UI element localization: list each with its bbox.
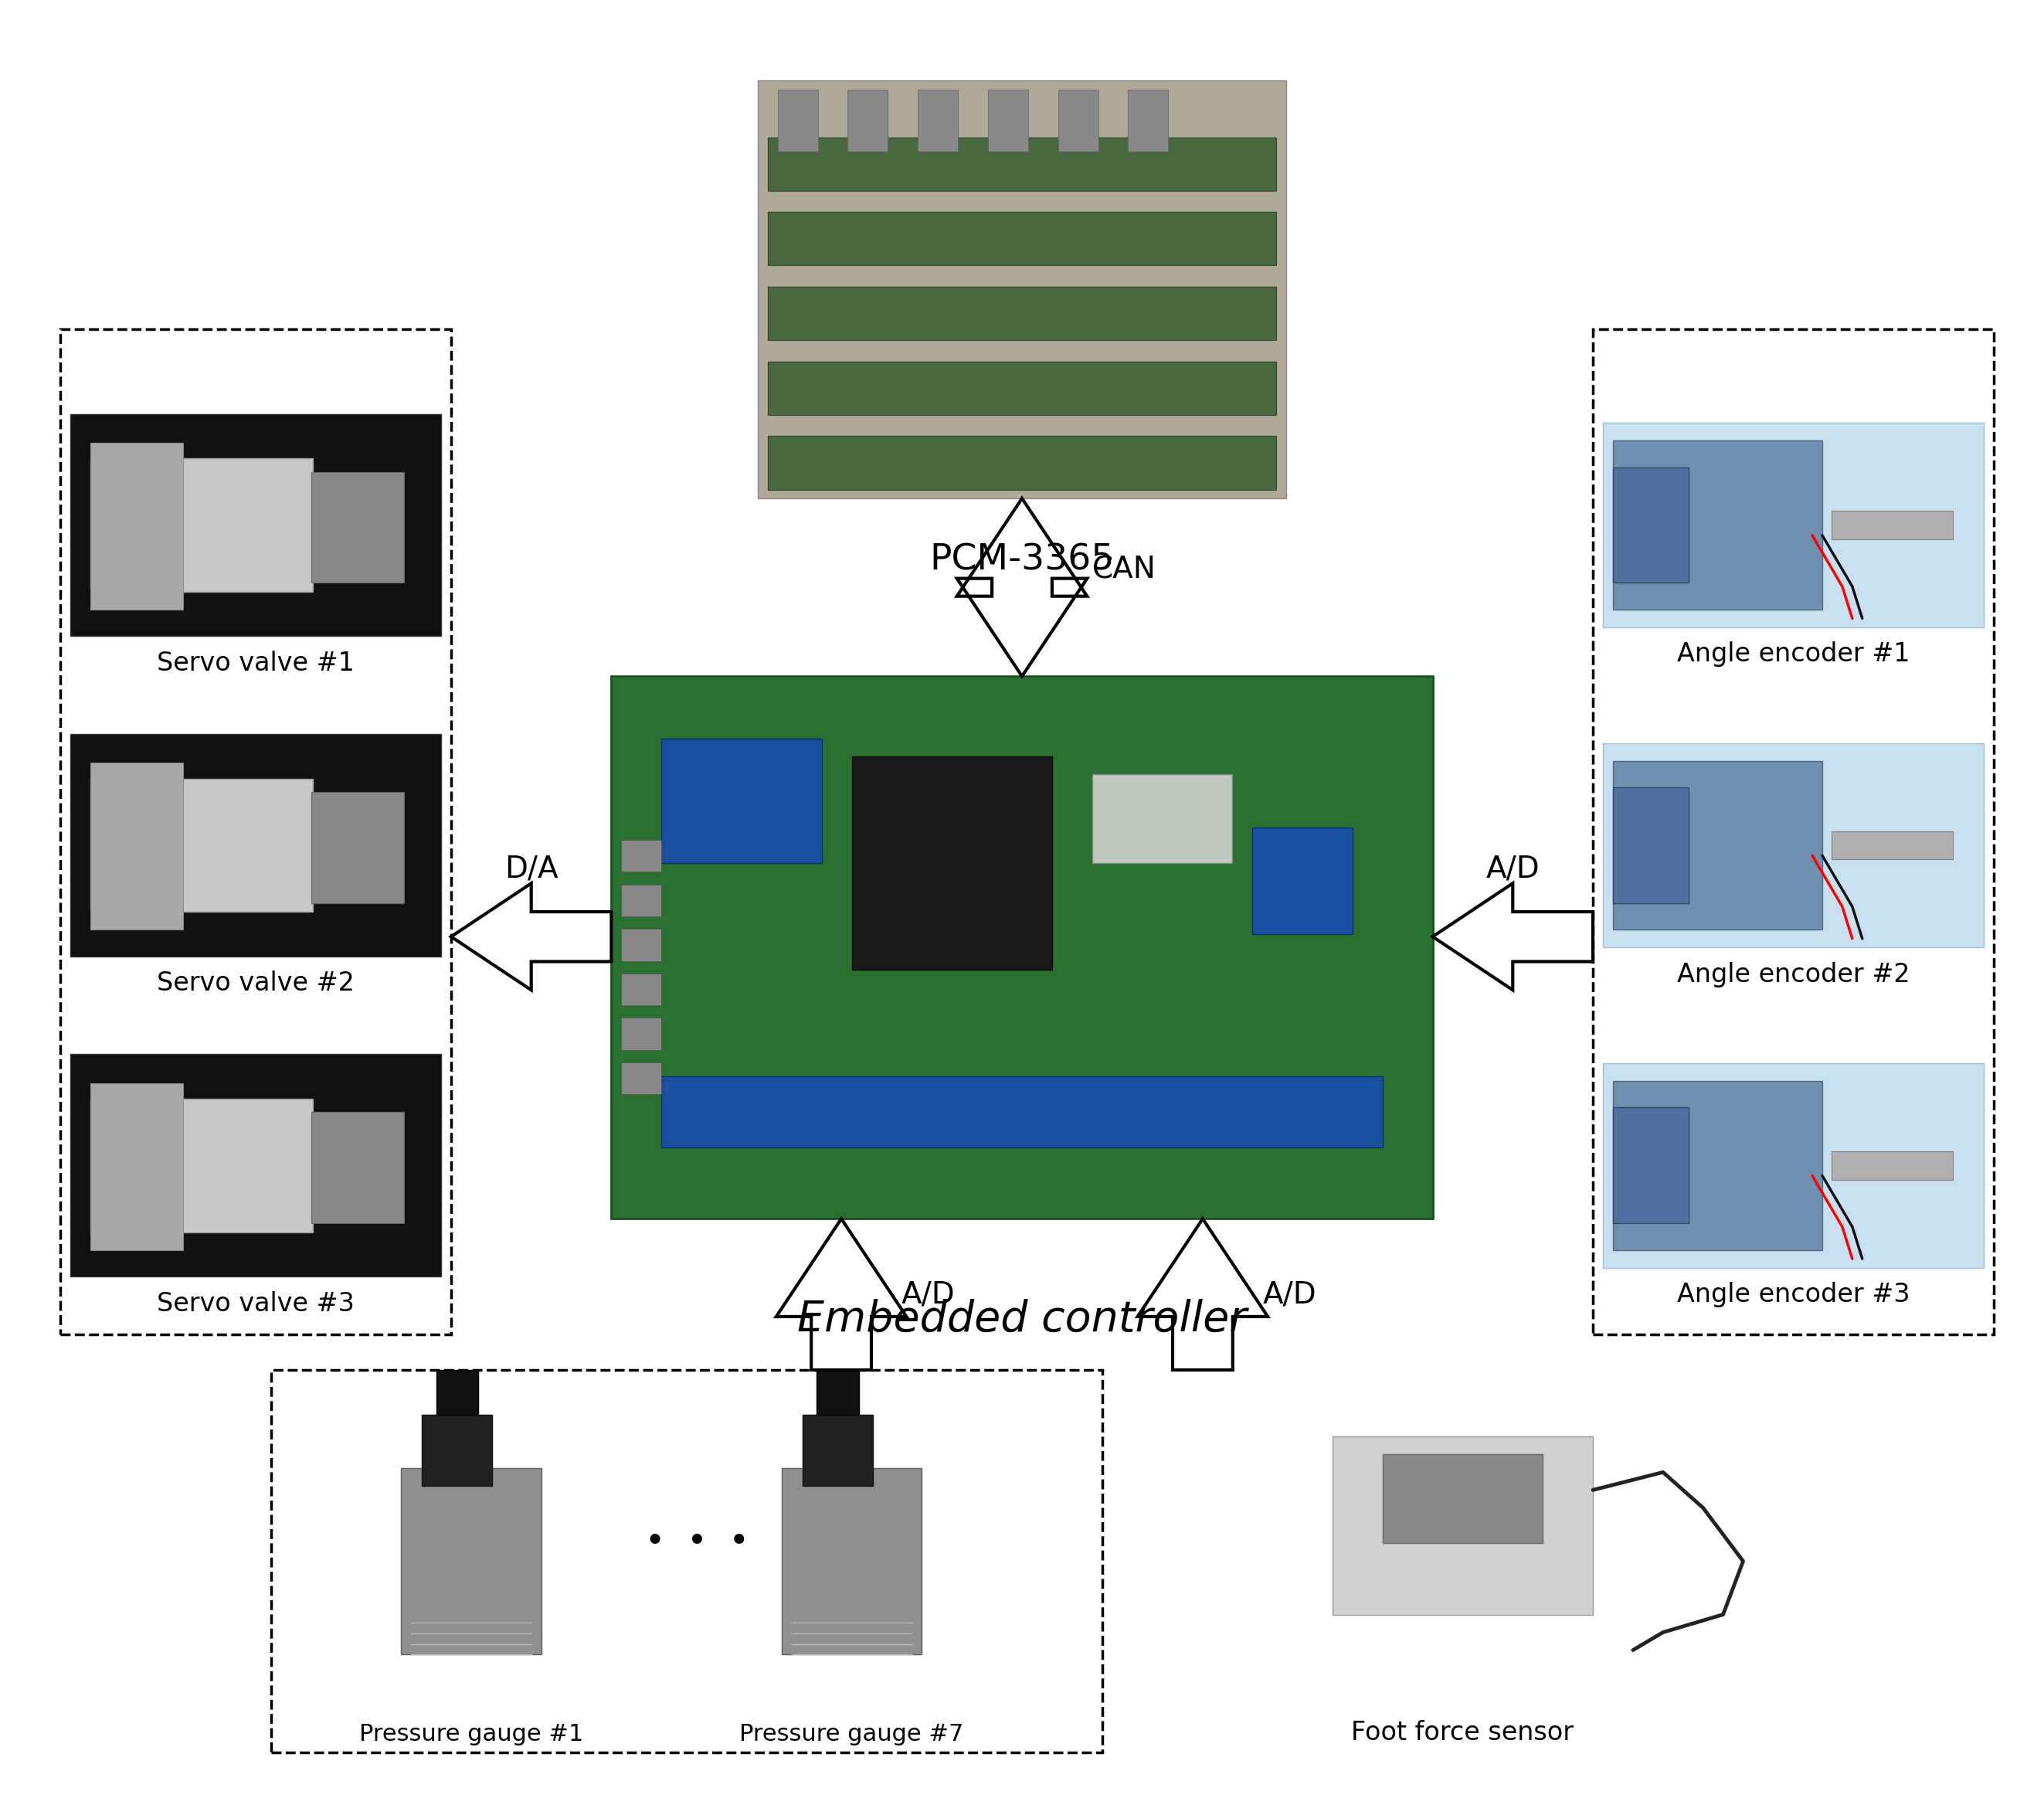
Bar (769, 361, 1275, 416)
Bar (1253, 828, 1353, 935)
Polygon shape (777, 1220, 905, 1370)
Bar (621, 884, 662, 917)
Text: A/D: A/D (901, 1280, 955, 1309)
Bar (758, 80, 1286, 499)
Polygon shape (1433, 884, 1592, 989)
Text: Servo valve #1: Servo valve #1 (157, 650, 356, 675)
Bar (987, 89, 1028, 152)
Bar (769, 212, 1275, 265)
Bar (781, 1468, 922, 1655)
Text: Angle encoder #2: Angle encoder #2 (1676, 962, 1909, 987)
Text: PCM-3365: PCM-3365 (930, 543, 1114, 577)
Bar (90, 443, 184, 610)
Bar (769, 287, 1275, 339)
Bar (90, 779, 313, 911)
Text: Pressure gauge #1: Pressure gauge #1 (360, 1722, 583, 1746)
Text: Angle encoder #1: Angle encoder #1 (1676, 641, 1909, 668)
Bar (61, 330, 452, 1334)
Bar (621, 973, 662, 1006)
Bar (1128, 89, 1169, 152)
Bar (90, 762, 184, 929)
Text: Servo valve #2: Servo valve #2 (157, 971, 356, 996)
Bar (1602, 1064, 1983, 1267)
Bar (90, 1084, 184, 1251)
Bar (311, 472, 405, 583)
Bar (1059, 89, 1098, 152)
Polygon shape (1139, 1220, 1267, 1370)
Bar (803, 1414, 873, 1485)
Bar (1333, 1437, 1592, 1615)
Polygon shape (452, 884, 611, 989)
Bar (818, 1370, 858, 1414)
Text: Angle encoder #3: Angle encoder #3 (1676, 1281, 1909, 1307)
Bar (769, 436, 1275, 490)
Bar (435, 1370, 478, 1414)
Bar (611, 677, 1433, 1220)
Bar (311, 1113, 405, 1223)
Bar (270, 1370, 1102, 1753)
Bar (401, 1468, 542, 1655)
Text: D/A: D/A (505, 853, 558, 884)
Bar (852, 757, 1053, 969)
Bar (621, 1062, 662, 1094)
Text: Embedded controller: Embedded controller (797, 1300, 1247, 1339)
Bar (1613, 441, 1823, 610)
Bar (1831, 510, 1954, 539)
Text: A/D: A/D (1486, 853, 1539, 884)
Bar (1091, 773, 1233, 864)
Bar (1613, 1107, 1688, 1223)
Bar (1831, 1151, 1954, 1180)
Polygon shape (957, 499, 1087, 677)
Bar (1613, 760, 1823, 929)
Text: A/D: A/D (1263, 1280, 1316, 1309)
Bar (1602, 423, 1983, 628)
Bar (1602, 742, 1983, 947)
Bar (90, 1098, 313, 1232)
Bar (621, 1018, 662, 1049)
Text: Foot force sensor: Foot force sensor (1351, 1721, 1574, 1746)
Bar (90, 459, 313, 592)
Text: •  •  •: • • • (646, 1525, 750, 1559)
Bar (1382, 1454, 1543, 1543)
Bar (69, 733, 442, 957)
Bar (662, 1076, 1382, 1147)
Bar (621, 840, 662, 871)
Bar (769, 138, 1275, 191)
Bar (621, 929, 662, 960)
Bar (311, 791, 405, 904)
Bar (662, 739, 822, 864)
Bar (848, 89, 887, 152)
Bar (1613, 788, 1688, 904)
Bar (1613, 466, 1688, 583)
Text: CAN: CAN (1091, 555, 1157, 584)
Bar (69, 414, 442, 637)
Text: Servo valve #3: Servo valve #3 (157, 1290, 356, 1316)
Bar (421, 1414, 493, 1485)
Bar (69, 1055, 442, 1276)
Bar (1613, 1082, 1823, 1251)
Bar (777, 89, 818, 152)
Bar (918, 89, 959, 152)
Text: Pressure gauge #7: Pressure gauge #7 (740, 1722, 965, 1746)
Bar (1592, 330, 1993, 1334)
Bar (1831, 831, 1954, 860)
